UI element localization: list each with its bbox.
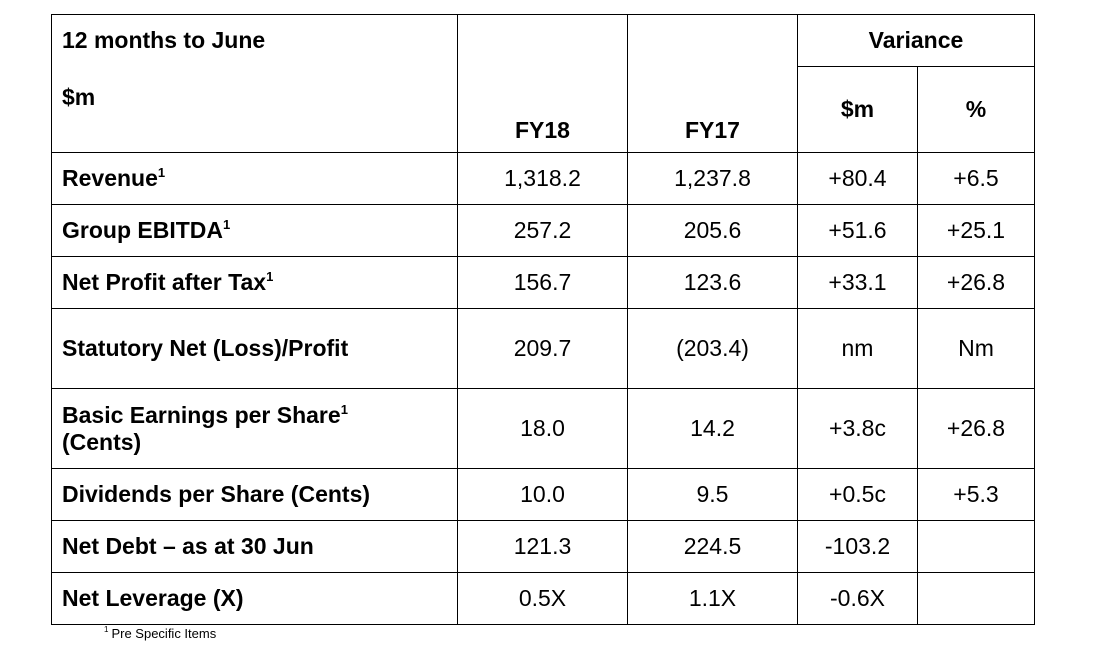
table-row: Statutory Net (Loss)/Profit 209.7 (203.4… bbox=[51, 308, 1035, 389]
variance-dollar-value: +80.4 bbox=[797, 152, 918, 205]
table-row: Net Profit after Tax1 156.7 123.6 +33.1 … bbox=[51, 256, 1035, 309]
row-label: Net Debt – as at 30 Jun bbox=[51, 520, 458, 573]
variance-percent-value: Nm bbox=[917, 308, 1035, 389]
table-row: Net Debt – as at 30 Jun 121.3 224.5 -103… bbox=[51, 520, 1035, 573]
table-row: Basic Earnings per Share1 (Cents) 18.0 14… bbox=[51, 388, 1035, 469]
fy17-value: (203.4) bbox=[627, 308, 798, 389]
row-label: Dividends per Share (Cents) bbox=[51, 468, 458, 521]
variance-dollar-value: +0.5c bbox=[797, 468, 918, 521]
fy17-value: 14.2 bbox=[627, 388, 798, 469]
financial-summary-table: 12 months to June $m FY18 FY17 Variance … bbox=[51, 14, 1035, 625]
variance-dollar-value: +51.6 bbox=[797, 204, 918, 257]
row-label: Net Profit after Tax1 bbox=[51, 256, 458, 309]
fy17-value: 1,237.8 bbox=[627, 152, 798, 205]
fy18-value: 10.0 bbox=[457, 468, 628, 521]
fy18-value: 0.5X bbox=[457, 572, 628, 625]
variance-dollar-value: +33.1 bbox=[797, 256, 918, 309]
footnote: 1 Pre Specific Items bbox=[104, 625, 217, 642]
period-header: 12 months to June bbox=[62, 27, 266, 53]
variance-percent-value: +26.8 bbox=[917, 256, 1035, 309]
variance-percent-value bbox=[917, 520, 1035, 573]
variance-dollar-value: -0.6X bbox=[797, 572, 918, 625]
footnote-marker: 1 bbox=[266, 269, 274, 284]
fy17-header: FY17 bbox=[627, 14, 798, 153]
footnote-marker: 1 bbox=[223, 217, 231, 232]
fy17-value: 1.1X bbox=[627, 572, 798, 625]
fy17-value: 9.5 bbox=[627, 468, 798, 521]
table-row: Group EBITDA1 257.2 205.6 +51.6 +25.1 bbox=[51, 204, 1035, 257]
variance-percent-value: +5.3 bbox=[917, 468, 1035, 521]
unit-header: $m bbox=[62, 84, 96, 110]
variance-dollar-value: -103.2 bbox=[797, 520, 918, 573]
variance-percent-value: +26.8 bbox=[917, 388, 1035, 469]
fy17-value: 224.5 bbox=[627, 520, 798, 573]
row-label: Basic Earnings per Share1 (Cents) bbox=[51, 388, 458, 469]
fy17-value: 205.6 bbox=[627, 204, 798, 257]
fy18-value: 257.2 bbox=[457, 204, 628, 257]
fy18-value: 1,318.2 bbox=[457, 152, 628, 205]
table-row: Dividends per Share (Cents) 10.0 9.5 +0.… bbox=[51, 468, 1035, 521]
variance-dollar-header: $m bbox=[797, 66, 918, 153]
header-label-cell: 12 months to June $m bbox=[51, 14, 458, 153]
variance-header: Variance bbox=[797, 14, 1035, 67]
fy18-value: 121.3 bbox=[457, 520, 628, 573]
header-row-bottom: $m % bbox=[52, 66, 1035, 153]
variance-dollar-value: nm bbox=[797, 308, 918, 389]
fy18-header: FY18 bbox=[457, 14, 628, 153]
variance-percent-value bbox=[917, 572, 1035, 625]
row-label: Statutory Net (Loss)/Profit bbox=[51, 308, 458, 389]
row-label: Group EBITDA1 bbox=[51, 204, 458, 257]
fy18-value: 18.0 bbox=[457, 388, 628, 469]
header-row-top: 12 months to June $m FY18 FY17 Variance bbox=[51, 14, 1035, 153]
variance-percent-value: +25.1 bbox=[917, 204, 1035, 257]
table-row: Revenue1 1,318.2 1,237.8 +80.4 +6.5 bbox=[51, 152, 1035, 205]
footnote-marker: 1 bbox=[157, 165, 166, 180]
variance-percent-value: +6.5 bbox=[917, 152, 1035, 205]
variance-dollar-value: +3.8c bbox=[797, 388, 918, 469]
fy18-value: 156.7 bbox=[457, 256, 628, 309]
fy17-value: 123.6 bbox=[627, 256, 798, 309]
table-row: Net Leverage (X) 0.5X 1.1X -0.6X bbox=[51, 572, 1035, 625]
footnote-text: Pre Specific Items bbox=[111, 626, 217, 641]
fy18-value: 209.7 bbox=[457, 308, 628, 389]
footnote-mark: 1 bbox=[104, 625, 109, 634]
variance-percent-header: % bbox=[917, 66, 1035, 153]
row-label: Net Leverage (X) bbox=[51, 572, 458, 625]
footnote-marker: 1 bbox=[340, 401, 348, 417]
row-label: Revenue1 bbox=[51, 152, 458, 205]
